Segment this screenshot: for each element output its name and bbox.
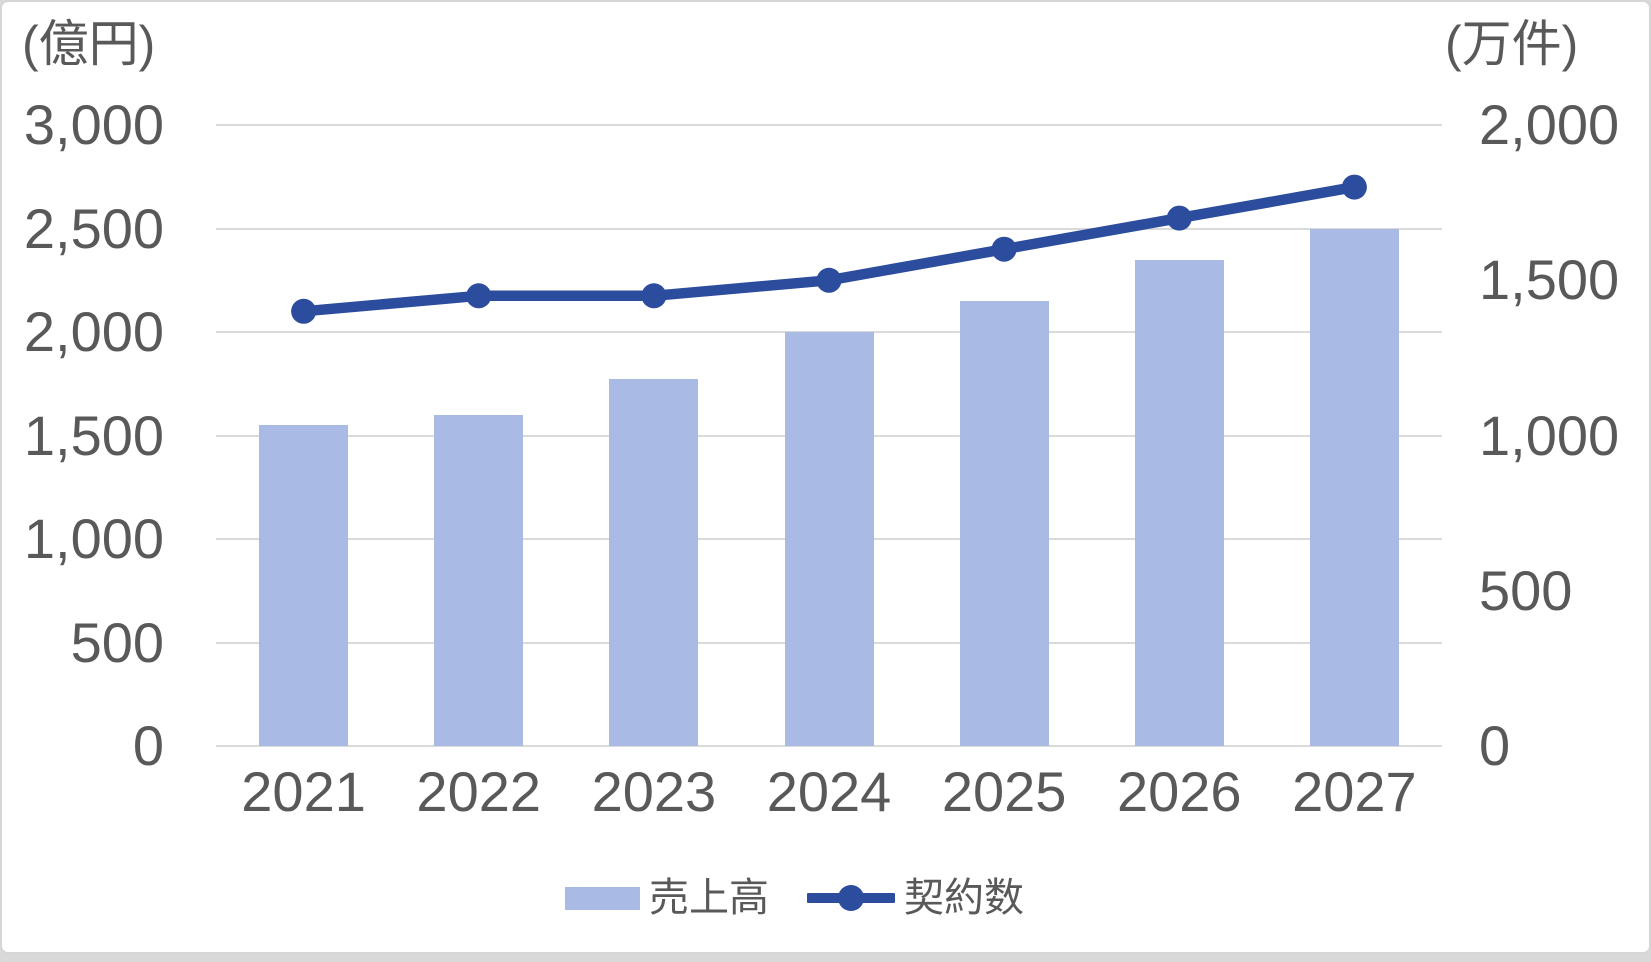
right-axis-tick: 500	[1479, 558, 1573, 622]
left-axis-tick: 2,000	[23, 300, 164, 363]
legend: 売上高 契約数	[0, 866, 1618, 930]
plot-area	[216, 124, 1442, 747]
bar-2025	[959, 300, 1049, 746]
line-point-2024	[816, 267, 842, 293]
right-axis-tick: 1,500	[1479, 248, 1620, 312]
bar-2021	[259, 425, 349, 746]
right-axis-tick: 0	[1479, 714, 1511, 777]
line-point-2027	[1341, 174, 1367, 200]
line-point-2021	[291, 298, 317, 324]
bar-2026	[1134, 259, 1224, 746]
x-axis-label-2024: 2024	[766, 760, 892, 823]
legend-label-contracts: 契約数	[904, 876, 1024, 920]
line-point-2025	[991, 236, 1017, 262]
legend-label-sales: 売上高	[649, 876, 769, 920]
bar-2022	[434, 414, 524, 746]
gridline	[216, 227, 1442, 230]
left-axis-tick: 500	[70, 610, 164, 674]
right-axis-tick: 2,000	[1479, 93, 1620, 156]
legend-bar-swatch-icon	[565, 886, 640, 910]
legend-item-sales: 売上高	[565, 878, 769, 918]
legend-item-contracts: 契約数	[804, 876, 1024, 920]
line-point-2023	[641, 283, 667, 309]
x-axis-label-2027: 2027	[1292, 760, 1417, 823]
left-axis-tick: 3,000	[23, 93, 164, 156]
bar-2027	[1309, 228, 1399, 746]
left-axis-title: (億円)	[22, 16, 156, 72]
line-point-2026	[1166, 205, 1192, 231]
left-axis-tick: 0	[132, 714, 164, 777]
line-series	[291, 174, 1367, 324]
bar-2023	[609, 378, 699, 746]
x-axis-label-2023: 2023	[591, 760, 717, 823]
right-axis-title: (万件)	[1445, 16, 1579, 72]
x-axis-label-2021: 2021	[241, 760, 366, 823]
line-point-2022	[466, 283, 492, 309]
gridline	[216, 745, 1442, 747]
legend-line-swatch-icon	[804, 883, 898, 913]
left-axis-tick: 1,000	[23, 507, 164, 570]
x-axis-label-2022: 2022	[416, 760, 541, 823]
left-axis-tick: 1,500	[23, 403, 164, 467]
bar-2024	[784, 332, 874, 746]
left-axis-tick: 2,500	[23, 196, 164, 260]
x-axis-label-2025: 2025	[941, 760, 1067, 823]
gridline	[216, 124, 1442, 126]
right-axis-tick: 1,000	[1479, 403, 1620, 467]
x-axis-label-2026: 2026	[1116, 760, 1242, 823]
